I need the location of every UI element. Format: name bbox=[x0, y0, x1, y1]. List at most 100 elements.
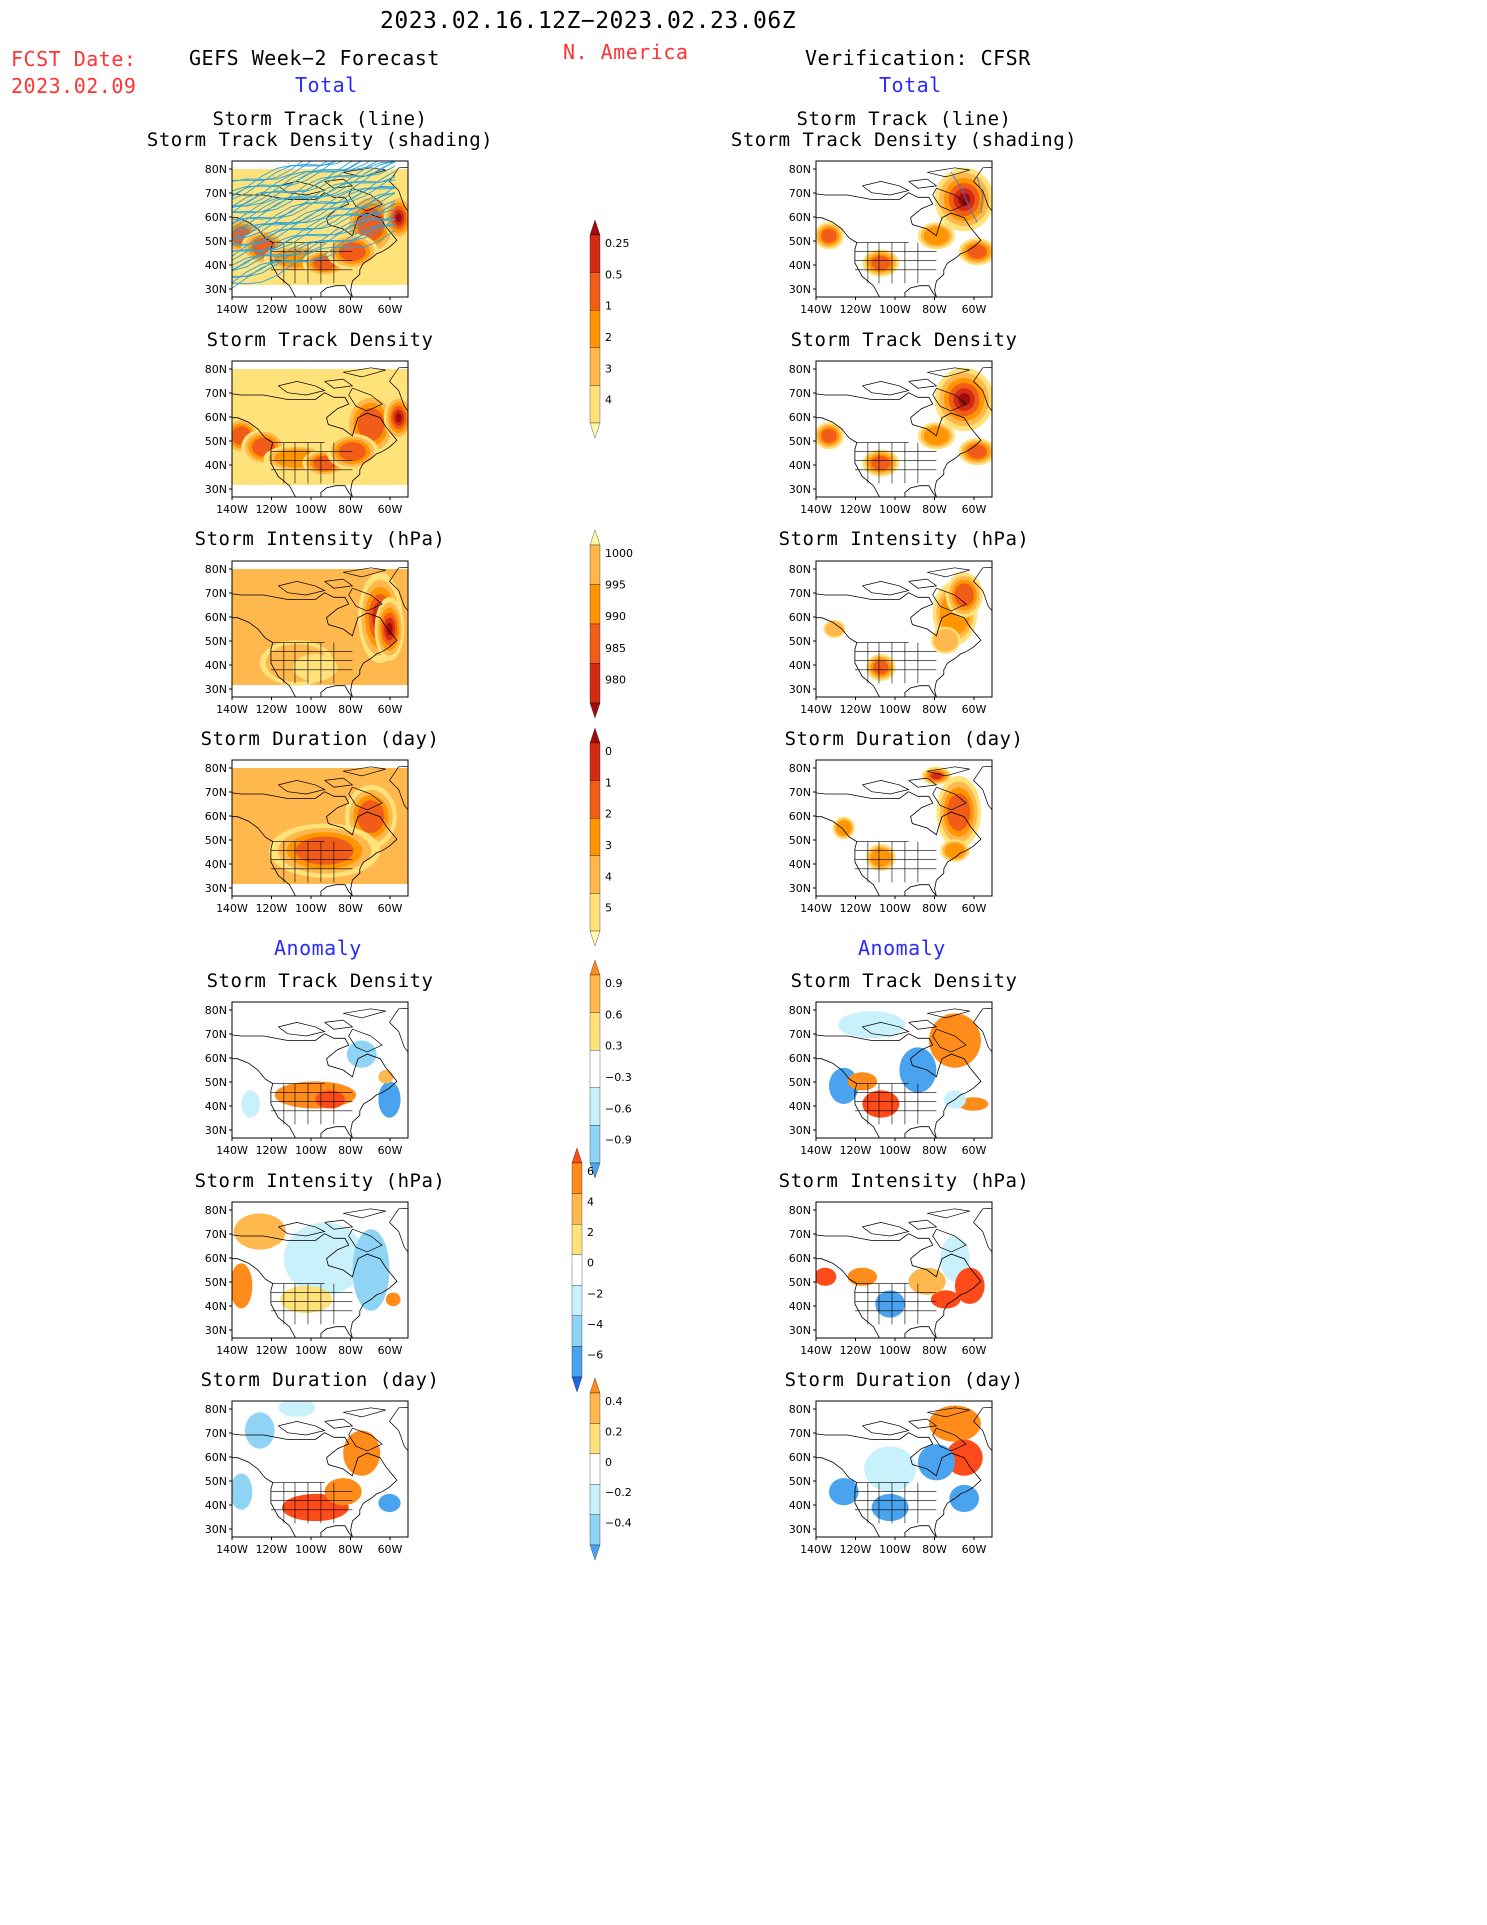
lon-tick-label: 60W bbox=[962, 503, 987, 516]
coastline bbox=[973, 566, 992, 612]
anomaly-shading bbox=[871, 1493, 909, 1522]
colorbar-segment bbox=[571, 1193, 583, 1225]
density-shading bbox=[947, 793, 971, 831]
map-frame bbox=[815, 160, 993, 298]
lon-tick-label: 100W bbox=[295, 1144, 327, 1157]
anomaly-shading bbox=[352, 1229, 390, 1311]
lat-tick-label: 70N bbox=[205, 1228, 227, 1241]
lat-tick-label: 60N bbox=[205, 1052, 227, 1065]
lat-tick-label: 80N bbox=[789, 1004, 811, 1017]
coastline bbox=[908, 1219, 938, 1230]
state-borders bbox=[270, 841, 353, 883]
coastline bbox=[278, 1421, 326, 1436]
lat-tick-label: 50N bbox=[205, 635, 227, 648]
colorbar-segment bbox=[589, 818, 601, 856]
lon-tick-label: 80W bbox=[922, 703, 947, 716]
lon-tick-label: 100W bbox=[879, 1144, 911, 1157]
colorbar-segment bbox=[589, 663, 601, 704]
coastline bbox=[862, 381, 910, 396]
density-shading bbox=[873, 660, 889, 675]
state-borders bbox=[854, 1283, 937, 1325]
lat-tick-label: 80N bbox=[789, 762, 811, 775]
lat-tick-label: 70N bbox=[205, 1427, 227, 1440]
map-frame bbox=[231, 160, 409, 298]
colorbar-segment bbox=[589, 930, 601, 947]
lat-tick-label: 50N bbox=[789, 235, 811, 248]
map-forecast-density-anomaly: 80N 70N 60N 50N 40N 30N 140W 120W 100W 80W 60W bbox=[205, 1001, 409, 1157]
anomaly-shading bbox=[958, 1097, 989, 1111]
anomaly-shading bbox=[378, 1081, 401, 1118]
anomaly-shading bbox=[241, 1090, 260, 1118]
colorbar-tick-label: 5 bbox=[605, 902, 612, 915]
colorbar-tick-label: 0.25 bbox=[605, 237, 630, 250]
coastline bbox=[973, 765, 992, 811]
lon-tick-label: 80W bbox=[922, 1144, 947, 1157]
state-borders bbox=[270, 1482, 353, 1524]
colorbar-segment bbox=[589, 893, 601, 932]
colorbar-segment bbox=[589, 1484, 601, 1515]
coastline bbox=[343, 766, 386, 777]
colorbar-segment bbox=[589, 219, 601, 236]
coastline bbox=[816, 1233, 982, 1338]
lon-tick-label: 120W bbox=[256, 1344, 288, 1357]
anomaly-shading bbox=[816, 1267, 837, 1286]
coastline bbox=[389, 366, 408, 412]
coastline bbox=[389, 1207, 408, 1253]
lat-tick-label: 30N bbox=[205, 1324, 227, 1337]
density-shading bbox=[395, 413, 402, 423]
colorbar-tick-label: −0.9 bbox=[605, 1134, 632, 1147]
coastline bbox=[862, 1421, 910, 1436]
anomaly-shading bbox=[847, 1267, 878, 1286]
coastline bbox=[816, 592, 982, 697]
lat-tick-label: 60N bbox=[205, 1252, 227, 1265]
lon-tick-label: 100W bbox=[879, 503, 911, 516]
lon-tick-label: 80W bbox=[922, 1543, 947, 1556]
lat-tick-label: 60N bbox=[205, 810, 227, 823]
map-frame bbox=[231, 1201, 409, 1339]
lat-tick-label: 60N bbox=[789, 411, 811, 424]
lon-tick-label: 140W bbox=[800, 503, 832, 516]
coastline bbox=[908, 777, 938, 788]
coastline bbox=[932, 1028, 967, 1053]
anomaly-shading bbox=[908, 1267, 946, 1295]
lon-tick-label: 100W bbox=[295, 303, 327, 316]
lat-tick-label: 40N bbox=[789, 659, 811, 672]
lat-tick-label: 50N bbox=[205, 435, 227, 448]
coastline bbox=[348, 1228, 383, 1253]
lat-tick-label: 50N bbox=[789, 635, 811, 648]
state-borders bbox=[854, 642, 937, 684]
panel-title-duration-verif: Storm Duration (day) bbox=[784, 728, 1024, 750]
forecast-model-title: GEFS Week−2 Forecast bbox=[189, 46, 440, 70]
map-frame bbox=[231, 759, 409, 897]
lon-tick-label: 100W bbox=[295, 703, 327, 716]
lat-tick-label: 50N bbox=[789, 1276, 811, 1289]
lat-tick-label: 80N bbox=[789, 163, 811, 176]
lon-tick-label: 120W bbox=[840, 1543, 872, 1556]
lat-tick-label: 50N bbox=[205, 834, 227, 847]
lat-tick-label: 80N bbox=[205, 1204, 227, 1217]
lat-tick-label: 80N bbox=[789, 1403, 811, 1416]
coastline bbox=[927, 567, 970, 578]
map-verification-density-anomaly: 80N 70N 60N 50N 40N 30N 140W 120W 100W 80W 60W bbox=[789, 1001, 993, 1157]
lat-tick-label: 70N bbox=[205, 1028, 227, 1041]
map-forecast-density: 80N 70N 60N 50N 40N 30N 140W 120W 100W 80W 60W bbox=[205, 360, 409, 516]
colorbar-tick-label: 1 bbox=[605, 776, 612, 789]
lon-tick-label: 140W bbox=[800, 303, 832, 316]
map-forecast-intensity: 80N 70N 60N 50N 40N 30N 140W 120W 100W 80W 60W bbox=[205, 560, 409, 716]
coastline bbox=[932, 786, 967, 811]
state-borders bbox=[270, 642, 353, 684]
coastline bbox=[816, 1432, 982, 1537]
lon-tick-label: 80W bbox=[338, 303, 363, 316]
lon-tick-label: 60W bbox=[378, 1344, 403, 1357]
colorbar-segment bbox=[589, 310, 601, 348]
anomaly-shading bbox=[949, 1484, 980, 1513]
coastline bbox=[232, 592, 398, 697]
lat-tick-label: 30N bbox=[789, 283, 811, 296]
lat-tick-label: 80N bbox=[205, 1403, 227, 1416]
coastline bbox=[324, 178, 354, 189]
coastline bbox=[932, 1427, 967, 1452]
lon-tick-label: 80W bbox=[922, 1344, 947, 1357]
coastline bbox=[232, 1233, 398, 1338]
lon-tick-label: 140W bbox=[216, 303, 248, 316]
lon-tick-label: 140W bbox=[800, 1543, 832, 1556]
